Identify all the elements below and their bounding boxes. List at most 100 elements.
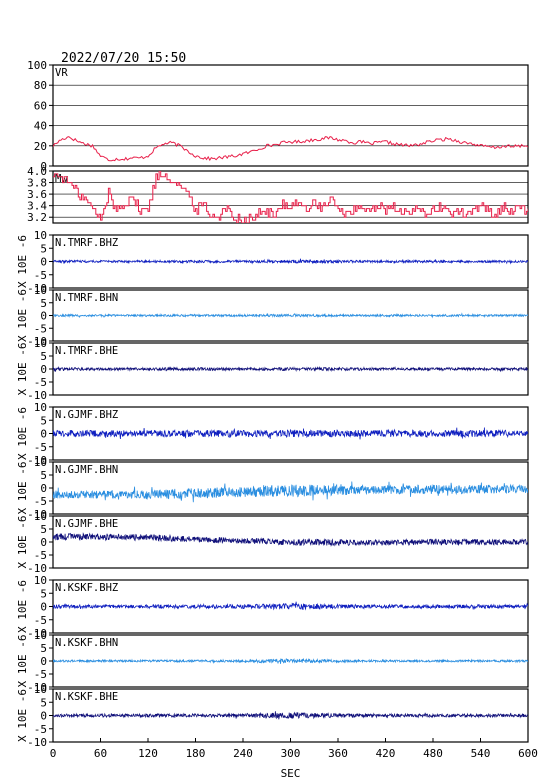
y-tick-label: 0 [40,428,47,441]
panel-label: N.TMRF.BHN [55,292,118,304]
y-tick-label: -10 [27,627,47,640]
y-tick-label: 0 [40,363,47,376]
panel-6: 10 50-5-10 N.GJMF.BHZ X 10E -6 [16,401,529,467]
x-axis-label: SEC [281,767,301,780]
y-tick-label: 60 [34,99,47,112]
series-line [53,258,528,265]
y-tick-label: 40 [34,120,47,133]
panel-2: 3.23.43.63.84.0 Mw [27,165,529,224]
x-tick-label: 180 [186,747,206,760]
y-axis-label: X 10E -6 [16,689,29,742]
y-tick-label: -5 [34,723,47,736]
y-tick-label: 0 [40,256,47,269]
y-tick-label: 5 [40,642,47,655]
series-line [53,312,528,319]
y-tick-label: -10 [27,508,47,521]
x-tick-label: 360 [328,747,348,760]
x-axis: 0 60 120 180 240 300 360 420 480 540 600 SEC [50,738,538,780]
series-line [53,135,528,162]
y-axis-label: X 10E -6 [16,235,29,288]
y-tick-label: 0 [40,601,47,614]
y-tick-label: -10 [27,562,47,575]
panels: 020406080100VR3.23.43.63.84.0Mw1050-5-10… [16,59,529,749]
panel-1: 0 20 40 60 80 100 VR [27,59,529,173]
y-tick-label: 3.8 [27,177,47,190]
series-line [53,532,528,547]
y-tick-label: 0 [40,655,47,668]
series-line [53,427,528,440]
y-tick-label: -5 [34,441,47,454]
y-tick-label: 0 [40,310,47,323]
panel-label: N.GJMF.BHZ [55,409,118,421]
y-tick-label: -10 [27,389,47,402]
y-tick-label: 3.2 [27,211,47,224]
y-tick-label: 5 [40,414,47,427]
y-tick-label: 10 [34,284,47,297]
y-tick-label: 0 [40,482,47,495]
y-tick-label: 100 [27,59,47,72]
x-tick-label: 240 [233,747,253,760]
y-axis-label: X 10E -6 [16,580,29,633]
y-tick-label: 3.6 [27,188,47,201]
y-tick-label: 5 [40,696,47,709]
y-tick-label: 3.4 [27,200,47,213]
y-tick-label: -5 [34,668,47,681]
y-tick-label: -10 [27,736,47,749]
panel-frame [52,170,529,224]
y-axis-label: X 10E -6 [16,407,29,460]
panel-label: N.GJMF.BHN [55,464,118,476]
y-tick-label: 10 [34,510,47,523]
x-tick-label: 0 [50,747,57,760]
y-axis-label: X 10E -6 [16,462,29,515]
y-tick-label: 10 [34,337,47,350]
series-line [53,481,528,503]
y-axis-label: X 10E -6 [16,635,29,688]
panel-label: N.KSKF.BHN [55,637,118,649]
x-tick-label: 300 [281,747,301,760]
x-tick-label: 120 [138,747,158,760]
x-tick-label: 60 [94,747,107,760]
panel-label: N.GJMF.BHE [55,518,118,530]
y-tick-label: 5 [40,587,47,600]
y-tick-label: 0 [40,710,47,723]
y-tick-label: -5 [34,269,47,282]
panel-label: VR [55,67,68,79]
x-tick-label: 480 [423,747,443,760]
y-tick-label: -5 [34,322,47,335]
y-tick-label: -10 [27,335,47,348]
x-tick-label: 540 [471,747,491,760]
panel-label: N.TMRF.BHZ [55,237,118,249]
y-tick-label: -5 [34,614,47,627]
y-tick-label: 5 [40,350,47,363]
y-tick-label: -5 [34,495,47,508]
y-tick-label: 10 [34,229,47,242]
y-tick-label: 20 [34,140,47,153]
y-tick-label: 5 [40,242,47,255]
y-tick-label: 0 [40,536,47,549]
y-tick-label: 5 [40,523,47,536]
y-tick-label: -10 [27,454,47,467]
y-tick-label: -5 [34,376,47,389]
x-tick-label: 420 [376,747,396,760]
panel-label: Mw [55,173,68,185]
y-tick-label: -5 [34,549,47,562]
panel-label: N.KSKF.BHZ [55,582,118,594]
series-line [53,601,528,611]
panel-label: N.TMRF.BHE [55,345,118,357]
y-tick-label: 10 [34,629,47,642]
y-tick-label: 10 [34,456,47,469]
y-tick-label: -10 [27,282,47,295]
series-line [53,171,528,223]
y-tick-label: 5 [40,297,47,310]
timestamp: 2022/07/20 15:50 [61,51,186,66]
series-line [53,711,528,720]
y-tick-label: 10 [34,574,47,587]
y-axis-label: X 10E -6 [16,343,29,396]
